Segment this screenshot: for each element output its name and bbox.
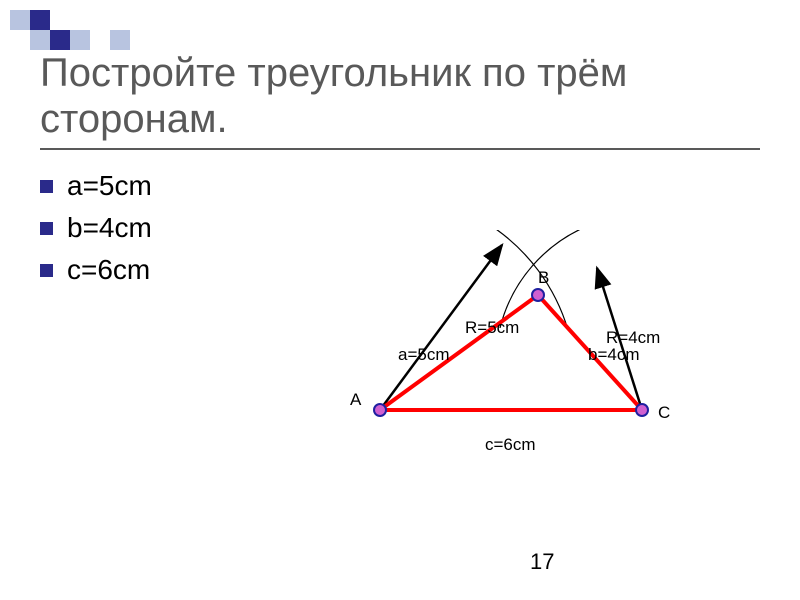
bullet-icon bbox=[40, 264, 53, 277]
label-side-c: c=6cm bbox=[485, 435, 536, 455]
decorative-squares bbox=[10, 10, 150, 55]
label-radius-2: R=4cm bbox=[606, 328, 660, 348]
vertex-c bbox=[636, 404, 648, 416]
bullet-item: c=6cm bbox=[40, 254, 152, 286]
diagram-svg bbox=[320, 230, 740, 510]
bullet-text: c=6cm bbox=[67, 254, 150, 286]
vertex-a bbox=[374, 404, 386, 416]
page-number: 17 bbox=[530, 549, 554, 575]
triangle-diagram: А В С a=5cm b=4cm c=6cm R=5cm R=4cm bbox=[320, 230, 740, 510]
vertex-b bbox=[532, 289, 544, 301]
bullet-list: a=5cm b=4cm c=6cm bbox=[40, 170, 152, 296]
label-side-b: b=4cm bbox=[588, 345, 640, 365]
label-vertex-b: В bbox=[538, 268, 549, 288]
bullet-text: b=4cm bbox=[67, 212, 152, 244]
label-radius-1: R=5cm bbox=[465, 318, 519, 338]
title-underline bbox=[40, 148, 760, 150]
label-side-a: a=5cm bbox=[398, 345, 450, 365]
label-vertex-a: А bbox=[350, 390, 361, 410]
bullet-item: a=5cm bbox=[40, 170, 152, 202]
slide-title: Постройте треугольник по трём сторонам. bbox=[40, 50, 800, 142]
bullet-item: b=4cm bbox=[40, 212, 152, 244]
bullet-icon bbox=[40, 222, 53, 235]
label-vertex-c: С bbox=[658, 403, 670, 423]
bullet-icon bbox=[40, 180, 53, 193]
bullet-text: a=5cm bbox=[67, 170, 152, 202]
